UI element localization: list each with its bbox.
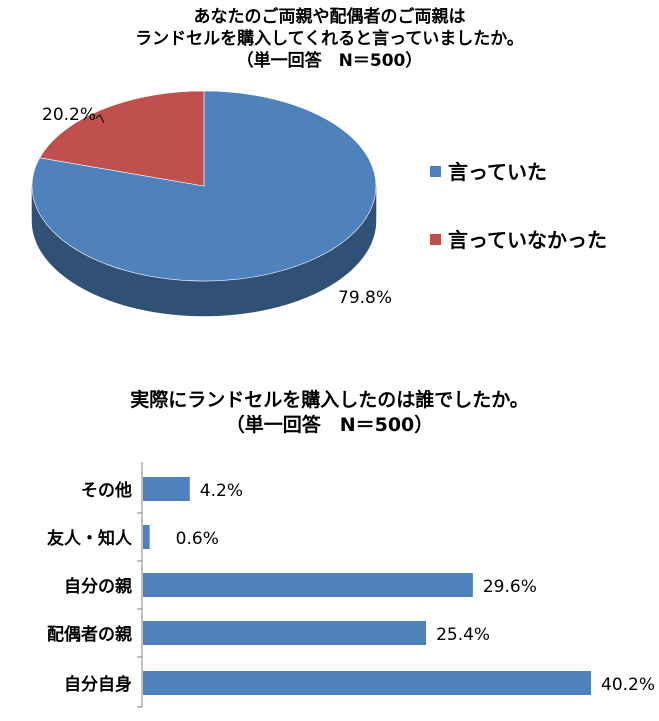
bar-data-label-4: 40.2% — [601, 675, 655, 695]
pie-title-line-3: （単一回答 N＝500） — [236, 51, 423, 72]
bar-category-label-4: 自分自身 — [64, 674, 132, 695]
pie-chart: 79.8% 20.2% — [31, 90, 392, 317]
bar-chart-title: 実際にランドセルを購入したのは誰でしたか。 （単一回答 N＝500） — [0, 388, 659, 437]
legend-swatch-1 — [430, 234, 441, 245]
bar-category-label-3: 配偶者の親 — [47, 624, 132, 645]
pie-leader-line — [95, 114, 105, 124]
legend-swatch-0 — [430, 166, 441, 177]
bar-data-label-1: 0.6% — [176, 529, 219, 549]
bar-title-line-1: 実際にランドセルを購入したのは誰でしたか。 — [130, 389, 529, 411]
bar-category-label-0: その他 — [81, 480, 132, 501]
bar-1 — [143, 525, 150, 549]
pie-slice-1 — [39, 90, 205, 187]
bar-0 — [143, 477, 190, 501]
bar-title-line-2: （単一回答 N＝500） — [225, 413, 434, 436]
pie-data-label-0: 79.8% — [338, 288, 392, 308]
bar-chart: その他 4.2% 友人・知人 0.6% 自分の親 29.6% 配偶者の親 25.4% 自分自身 4… — [47, 462, 655, 708]
pie-title-line-1: あなたのご両親や配偶者のご両親は — [193, 7, 466, 27]
bar-category-label-1: 友人・知人 — [47, 528, 133, 549]
pie-title-line-2: ランドセルを購入してくれると言っていましたか。 — [135, 29, 524, 50]
bar-4 — [143, 671, 591, 695]
bar-3 — [143, 621, 427, 645]
bar-data-label-0: 4.2% — [200, 481, 243, 501]
bar-2 — [143, 573, 473, 597]
bar-data-label-2: 29.6% — [483, 577, 537, 597]
pie-slice-0 — [31, 90, 377, 282]
pie-chart-title: あなたのご両親や配偶者のご両親は ランドセルを購入してくれると言っていましたか。… — [0, 6, 659, 72]
bar-data-label-3: 25.4% — [436, 625, 490, 645]
legend-label-1: 言っていなかった — [448, 228, 607, 252]
bar-category-label-2: 自分の親 — [64, 576, 132, 597]
pie-data-label-1: 20.2% — [42, 105, 96, 125]
legend-label-0: 言っていた — [448, 160, 547, 184]
